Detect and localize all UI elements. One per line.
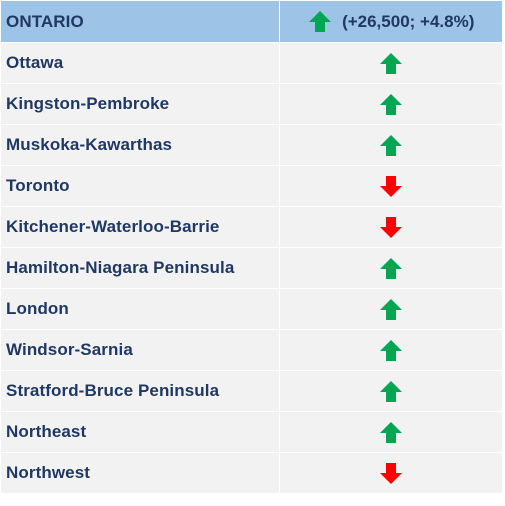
up-arrow-icon <box>379 379 403 404</box>
change-cell <box>279 247 503 289</box>
region-name: Northwest <box>0 452 280 494</box>
up-arrow-icon <box>379 51 403 76</box>
header-change-text: (+26,500; +4.8%) <box>342 11 475 31</box>
down-arrow-icon <box>379 215 403 240</box>
table-row: Muskoka-Kawarthas <box>0 124 503 166</box>
change-cell <box>279 411 503 453</box>
region-name: Toronto <box>0 165 280 207</box>
change-cell <box>279 42 503 84</box>
up-arrow-icon <box>379 420 403 445</box>
table-row: Hamilton-Niagara Peninsula <box>0 247 503 289</box>
change-cell <box>279 329 503 371</box>
table-row: Toronto <box>0 165 503 207</box>
region-name: Ottawa <box>0 42 280 84</box>
table-row: Kingston-Pembroke <box>0 83 503 125</box>
region-name: Windsor-Sarnia <box>0 329 280 371</box>
up-arrow-icon <box>308 9 332 34</box>
change-cell <box>279 452 503 494</box>
table-row: Windsor-Sarnia <box>0 329 503 371</box>
region-name: Kingston-Pembroke <box>0 83 280 125</box>
up-arrow-icon <box>379 92 403 117</box>
region-name: Stratford-Bruce Peninsula <box>0 370 280 412</box>
up-arrow-icon <box>379 338 403 363</box>
header-change-cell: (+26,500; +4.8%) <box>279 0 503 43</box>
table-row: Stratford-Bruce Peninsula <box>0 370 503 412</box>
change-cell <box>279 206 503 248</box>
table-row: Kitchener-Waterloo-Barrie <box>0 206 503 248</box>
regional-change-table: ONTARIO (+26,500; +4.8%) Ottawa Kingston-… <box>0 0 503 494</box>
table-row: Ottawa <box>0 42 503 84</box>
up-arrow-icon <box>379 256 403 281</box>
change-cell <box>279 124 503 166</box>
change-cell <box>279 370 503 412</box>
down-arrow-icon <box>379 174 403 199</box>
region-name: Northeast <box>0 411 280 453</box>
table-row: Northwest <box>0 452 503 494</box>
up-arrow-icon <box>379 133 403 158</box>
region-name: Hamilton-Niagara Peninsula <box>0 247 280 289</box>
change-cell <box>279 165 503 207</box>
up-arrow-icon <box>379 297 403 322</box>
header-row: ONTARIO (+26,500; +4.8%) <box>0 0 503 43</box>
change-cell <box>279 83 503 125</box>
region-name: Muskoka-Kawarthas <box>0 124 280 166</box>
change-cell <box>279 288 503 330</box>
region-name: London <box>0 288 280 330</box>
table-row: Northeast <box>0 411 503 453</box>
header-region: ONTARIO <box>0 0 280 43</box>
region-name: Kitchener-Waterloo-Barrie <box>0 206 280 248</box>
down-arrow-icon <box>379 461 403 486</box>
table-row: London <box>0 288 503 330</box>
